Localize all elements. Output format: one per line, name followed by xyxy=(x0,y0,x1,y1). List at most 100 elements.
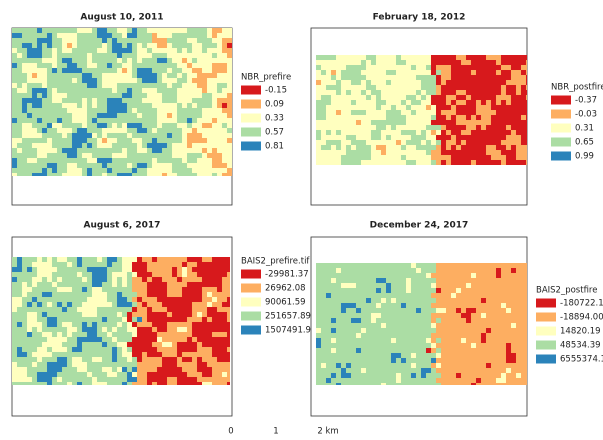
raster-cell xyxy=(361,318,366,323)
raster-cell xyxy=(177,342,182,347)
raster-cell xyxy=(22,113,27,118)
raster-cell xyxy=(351,160,356,165)
raster-cell xyxy=(227,108,232,113)
raster-cell xyxy=(47,352,52,357)
raster-cell xyxy=(47,357,52,362)
raster-cell xyxy=(491,263,496,268)
raster-cell xyxy=(97,342,102,347)
raster-cell xyxy=(471,55,476,60)
raster-cell xyxy=(142,282,147,287)
raster-cell xyxy=(331,328,336,333)
raster-cell xyxy=(57,83,62,88)
raster-cell xyxy=(411,115,416,120)
raster-cell xyxy=(197,58,202,63)
raster-cell xyxy=(67,158,72,163)
raster-cell xyxy=(461,268,466,273)
raster-cell xyxy=(47,372,52,377)
raster-cell xyxy=(466,283,471,288)
raster-cell xyxy=(506,70,511,75)
raster-cell xyxy=(336,373,341,378)
raster-cell xyxy=(57,73,62,78)
raster-cell xyxy=(67,372,72,377)
raster-cell xyxy=(341,85,346,90)
raster-cell xyxy=(356,343,361,348)
raster-cell xyxy=(501,70,506,75)
raster-cell xyxy=(496,313,501,318)
raster-cell xyxy=(12,133,17,138)
raster-cell xyxy=(222,163,227,168)
raster-cell xyxy=(132,113,137,118)
raster-cell xyxy=(27,153,32,158)
raster-cell xyxy=(142,272,147,277)
raster-cell xyxy=(132,327,137,332)
raster-cell xyxy=(446,333,451,338)
raster-cell xyxy=(426,125,431,130)
raster-cell xyxy=(67,312,72,317)
raster-cell xyxy=(336,333,341,338)
raster-cell xyxy=(391,343,396,348)
raster-cell xyxy=(37,307,42,312)
raster-cell xyxy=(411,368,416,373)
raster-cell xyxy=(491,55,496,60)
raster-cell xyxy=(82,307,87,312)
raster-cell xyxy=(331,60,336,65)
raster-cell xyxy=(371,60,376,65)
raster-cell xyxy=(122,123,127,128)
raster-cell xyxy=(107,317,112,322)
raster-cell xyxy=(137,153,142,158)
raster-cell xyxy=(42,362,47,367)
raster-cell xyxy=(177,98,182,103)
raster-cell xyxy=(321,80,326,85)
raster-cell xyxy=(406,383,411,385)
raster-cell xyxy=(152,272,157,277)
raster-cell xyxy=(511,60,516,65)
raster-cell xyxy=(212,352,217,357)
raster-cell xyxy=(351,75,356,80)
raster-cell xyxy=(341,273,346,278)
raster-cell xyxy=(526,303,527,308)
raster-cell xyxy=(476,333,481,338)
raster-cell xyxy=(346,308,351,313)
raster-cell xyxy=(12,297,17,302)
raster-cell xyxy=(351,293,356,298)
raster-cell xyxy=(167,78,172,83)
raster-cell xyxy=(466,323,471,328)
raster-cell xyxy=(162,133,167,138)
raster-cell xyxy=(157,307,162,312)
raster-cell xyxy=(52,68,57,73)
raster-cell xyxy=(217,292,222,297)
raster-cell xyxy=(162,312,167,317)
raster-cell xyxy=(212,277,217,282)
raster-cell xyxy=(127,93,132,98)
raster-cell xyxy=(496,160,501,165)
raster-cell xyxy=(326,95,331,100)
raster-cell xyxy=(521,263,526,268)
raster-cell xyxy=(47,163,52,168)
raster-cell xyxy=(461,150,466,155)
raster-cell xyxy=(192,347,197,352)
raster-cell xyxy=(436,55,441,60)
raster-cell xyxy=(451,313,456,318)
raster-cell xyxy=(386,353,391,358)
raster-cell xyxy=(97,272,102,277)
raster-cell xyxy=(466,85,471,90)
raster-cell xyxy=(107,332,112,337)
raster-cell xyxy=(471,338,476,343)
raster-cell xyxy=(47,257,52,262)
raster-cell xyxy=(491,105,496,110)
raster-cell xyxy=(137,78,142,83)
raster-cell xyxy=(77,78,82,83)
raster-cell xyxy=(37,257,42,262)
raster-cell xyxy=(17,272,22,277)
raster-cell xyxy=(436,268,441,273)
raster-cell xyxy=(12,267,17,272)
raster-cell xyxy=(456,303,461,308)
raster-cell xyxy=(516,160,521,165)
raster-cell xyxy=(396,278,401,283)
raster-cell xyxy=(421,318,426,323)
raster-cell xyxy=(506,378,511,383)
raster-cell xyxy=(127,118,132,123)
raster-cell xyxy=(212,88,217,93)
raster-cell xyxy=(97,307,102,312)
raster-cell xyxy=(152,282,157,287)
